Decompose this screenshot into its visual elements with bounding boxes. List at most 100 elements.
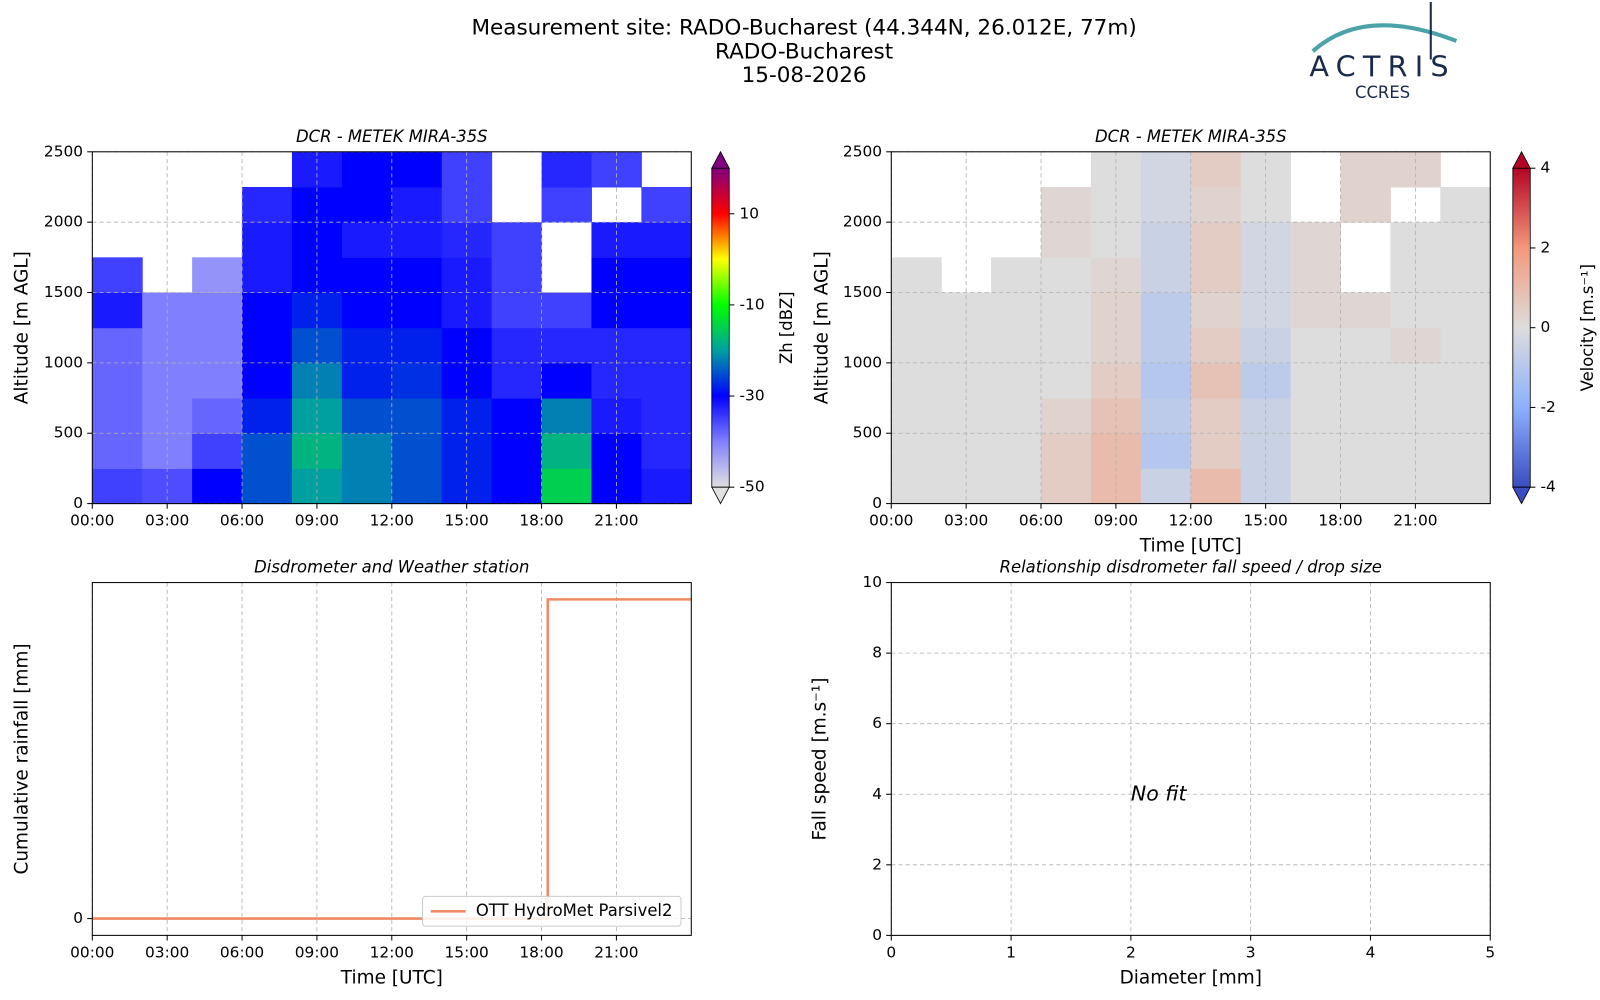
x-tick-label: 00:00	[869, 512, 913, 530]
figure-subtitle: RADO-Bucharest	[715, 39, 893, 64]
heatmap-cell	[341, 468, 393, 505]
heatmap-cell	[891, 433, 942, 469]
x-tick-label: 3	[1246, 943, 1256, 961]
heatmap-cell	[391, 433, 443, 469]
heatmap-cell	[192, 362, 243, 399]
heatmap-cell	[1190, 468, 1242, 505]
colorbar-extend-bottom	[711, 486, 730, 505]
y-tick-label: 1000	[843, 353, 882, 371]
heatmap-cell	[1440, 292, 1491, 329]
y-tick-label: 2000	[843, 213, 882, 231]
heatmap-cell	[391, 327, 443, 364]
heatmap-cell	[541, 327, 592, 364]
x-tick-label: 03:00	[944, 512, 988, 530]
heatmap-cell	[1190, 362, 1242, 399]
logo: ACTRIS CCRES	[1309, 2, 1458, 102]
legend-label: OTT HydroMet Parsivel2	[476, 901, 673, 920]
heatmap-cell	[1041, 292, 1092, 329]
x-tick-label: 12:00	[370, 943, 414, 961]
heatmap-cell	[242, 257, 293, 294]
x-axis-label: Time [UTC]	[340, 967, 443, 988]
y-tick-label: 8	[872, 644, 882, 662]
heatmap-cell	[1440, 257, 1491, 294]
heatmap-cell	[242, 327, 293, 364]
heatmap-cell	[1340, 292, 1391, 329]
y-tick-label: 1000	[44, 353, 83, 371]
y-tick-label: 0	[73, 909, 83, 927]
x-tick-label: 0	[886, 943, 896, 961]
logo-subtext: CCRES	[1355, 83, 1410, 102]
line-series	[92, 598, 692, 920]
heatmap-cell	[1140, 433, 1192, 469]
panel-title: Disdrometer and Weather station	[254, 558, 529, 577]
heatmap-cell	[991, 327, 1042, 364]
heatmap-cell	[242, 433, 293, 469]
heatmap-cell	[1041, 468, 1092, 505]
y-tick-label: 0	[872, 926, 882, 944]
x-tick-label: 18:00	[519, 512, 563, 530]
y-axis-label: Cumulative rainfall [mm]	[12, 643, 33, 874]
x-tick-label: 18:00	[519, 943, 563, 961]
x-axis-label: Diameter [mm]	[1120, 967, 1262, 988]
heatmap-cell	[541, 292, 592, 329]
heatmap-cell	[1290, 292, 1342, 329]
heatmap-cell	[1190, 186, 1242, 223]
heatmap-cell	[1340, 186, 1391, 223]
heatmap-cell	[242, 222, 293, 258]
heatmap-cell	[341, 327, 393, 364]
heatmap-cell	[1041, 362, 1092, 399]
heatmap-cell	[192, 433, 243, 469]
x-axis-label: Time [UTC]	[1139, 536, 1242, 557]
heatmap-cell	[1190, 222, 1242, 258]
heatmap-cell	[1041, 257, 1092, 294]
heatmap-cell	[1290, 257, 1342, 294]
heatmap-cell	[1440, 468, 1491, 505]
heatmap-cell	[1041, 398, 1092, 434]
heatmap-cell	[1440, 433, 1491, 469]
heatmap-cell	[391, 292, 443, 329]
x-tick-label: 15:00	[1243, 512, 1287, 530]
x-tick-label: 18:00	[1318, 512, 1362, 530]
x-tick-label: 2	[1126, 943, 1136, 961]
heatmap-cell	[1190, 151, 1242, 188]
heatmap-cell	[391, 151, 443, 188]
x-tick-label: 09:00	[295, 512, 339, 530]
heatmap-cell	[541, 151, 592, 188]
x-tick-label: 00:00	[70, 512, 114, 530]
colorbar-label: Velocity [m.s⁻¹]	[1578, 264, 1597, 391]
y-tick-label: 2500	[843, 142, 882, 160]
heatmap-cell	[341, 433, 393, 469]
heatmap-cell	[641, 398, 692, 434]
heatmap-cell	[1340, 151, 1391, 188]
heatmap-cell	[1290, 398, 1342, 434]
colorbar	[711, 167, 730, 488]
heatmap-cell	[1190, 433, 1242, 469]
heatmap-cell	[991, 292, 1042, 329]
x-tick-label: 09:00	[1094, 512, 1138, 530]
y-tick-label: 0	[73, 494, 83, 512]
x-tick-label: 21:00	[594, 512, 638, 530]
heatmap-cell	[341, 151, 393, 188]
heatmap-cell	[391, 257, 443, 294]
heatmap-cell	[991, 398, 1042, 434]
heatmap-cell	[1440, 398, 1491, 434]
logo-text: ACTRIS	[1309, 50, 1455, 84]
x-tick-label: 5	[1485, 943, 1495, 961]
y-tick-label: 4	[872, 785, 882, 803]
panel-title: Relationship disdrometer fall speed / dr…	[1000, 558, 1382, 577]
colorbar-tick-label: -4	[1541, 478, 1556, 496]
heatmap-cell	[192, 292, 243, 329]
heatmap-cell	[991, 257, 1042, 294]
legend: OTT HydroMet Parsivel2	[422, 895, 682, 927]
panel-title: DCR - METEK MIRA-35S	[1095, 127, 1287, 146]
heatmap-cell	[192, 257, 243, 294]
colorbar-tick-label: 2	[1541, 238, 1551, 256]
heatmap-cell	[1140, 362, 1192, 399]
heatmap-cell	[1190, 327, 1242, 364]
y-tick-label: 1500	[843, 283, 882, 301]
heatmap-cell	[1340, 433, 1391, 469]
heatmap-cell	[341, 398, 393, 434]
x-tick-label: 09:00	[295, 943, 339, 961]
